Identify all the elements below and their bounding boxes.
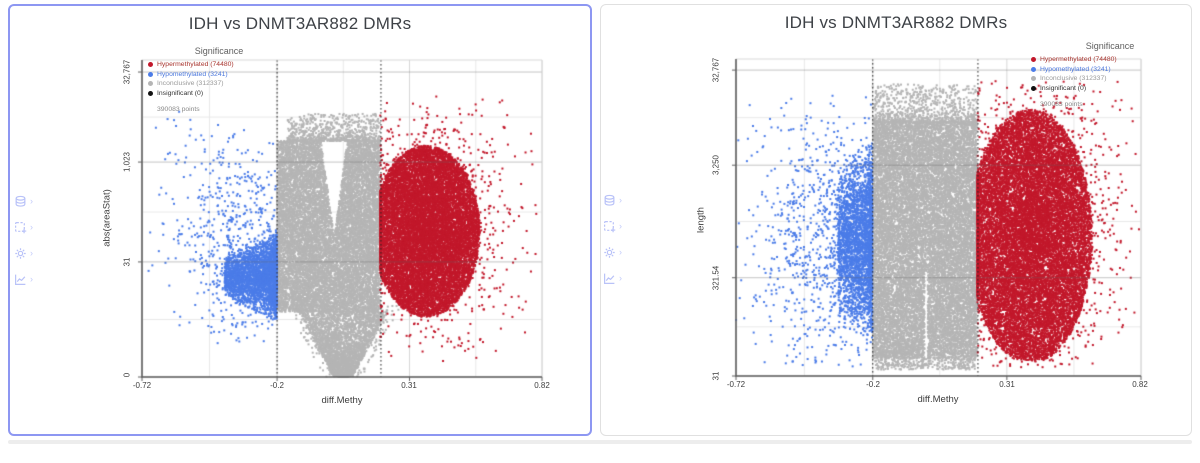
legend-dot (148, 90, 153, 96)
points-count-note: 390083 points (1040, 101, 1083, 108)
page-title: IDH vs DNMT3AR882 DMRs (784, 13, 1008, 32)
legend-entry-hypermethylated[interactable]: Hypermethylated (74480) (1031, 55, 1189, 65)
x-tick-label: 0.82 (534, 381, 550, 390)
chevron-right-icon: › (619, 220, 622, 231)
chart-options-button[interactable]: › (603, 265, 633, 291)
chart-icon (604, 273, 615, 284)
legend-dot (1031, 66, 1036, 72)
points-count-note: 390083 points (157, 106, 200, 113)
y-tick-label: 0 (122, 372, 132, 378)
legend-entry-insignificant[interactable]: Insignificant (0) (1031, 84, 1189, 94)
legend-entry-label: Inconclusive (312337) (1040, 75, 1107, 83)
legend-entry-label: Inconclusive (312337) (157, 80, 224, 88)
select-region-button[interactable]: › (603, 213, 633, 239)
chart-options-button[interactable]: › (14, 266, 44, 292)
x-tick-label: -0.72 (726, 380, 746, 389)
legend: Significance Hypermethylated (74480) Hyp… (1031, 41, 1189, 108)
legend-title: Significance (194, 46, 244, 56)
legend-dot (148, 62, 153, 68)
x-tick-label: -0.72 (132, 381, 152, 390)
scatter-plot-canvas[interactable] (136, 56, 550, 384)
chart-card-right[interactable]: IDH vs DNMT3AR882 DMRs › › › › length 31… (600, 4, 1192, 436)
x-tick-label: -0.2 (866, 380, 880, 389)
x-axis-label: diff.Methy (321, 395, 363, 406)
x-tick-label: 0.31 (401, 381, 417, 390)
chevron-right-icon: › (619, 194, 622, 205)
chevron-right-icon: › (30, 247, 33, 258)
legend-entry-insignificant[interactable]: Insignificant (0) (148, 89, 290, 99)
chevron-right-icon: › (619, 246, 622, 257)
legend-dot (1031, 85, 1036, 91)
page-title: IDH vs DNMT3AR882 DMRs (188, 14, 412, 33)
x-tick-label: 0.82 (1132, 380, 1148, 389)
y-tick-label: 1,023 (122, 151, 132, 173)
legend-entry-label: Hypermethylated (74480) (157, 61, 234, 69)
crop-add-icon (604, 220, 616, 232)
legend: Significance Hypermethylated (74480) Hyp… (148, 46, 290, 113)
y-tick-label: 31 (711, 371, 721, 381)
legend-entry-label: Hypomethylated (3241) (157, 70, 228, 78)
chart-card-left[interactable]: IDH vs DNMT3AR882 DMRs › › › › abs(areaS… (8, 4, 592, 436)
chevron-right-icon: › (30, 273, 33, 284)
y-tick-label: 32,767 (711, 57, 721, 83)
legend-entry-label: Hypermethylated (74480) (1040, 56, 1117, 64)
chart-toolbar: › › › › (603, 187, 633, 291)
legend-dot (1031, 76, 1036, 82)
chart-toolbar: › › › › (14, 188, 44, 292)
settings-button[interactable]: › (603, 239, 633, 265)
legend-title: Significance (1085, 41, 1135, 51)
legend-entry-label: Insignificant (0) (157, 89, 204, 97)
legend-entry-inconclusive[interactable]: Inconclusive (312337) (148, 79, 290, 89)
database-icon (15, 195, 26, 207)
y-tick-label: 31 (122, 257, 132, 267)
y-tick-label: 32,767 (122, 59, 132, 85)
gear-icon (15, 247, 26, 259)
y-axis-label: abs(areaStat) (101, 189, 113, 247)
x-tick-label: -0.2 (270, 381, 284, 390)
legend-entry-label: Hypomethylated (3241) (1040, 65, 1111, 73)
data-layers-button[interactable]: › (603, 187, 633, 213)
select-region-button[interactable]: › (14, 214, 44, 240)
legend-entry-hypomethylated[interactable]: Hypomethylated (3241) (1031, 65, 1189, 75)
scatter-plot-canvas[interactable] (730, 55, 1149, 383)
y-tick-label: 3,250 (711, 154, 721, 176)
legend-dot (148, 71, 153, 77)
legend-entry-label: Insignificant (0) (1040, 84, 1087, 92)
legend-entry-hypomethylated[interactable]: Hypomethylated (3241) (148, 70, 290, 80)
legend-entry-inconclusive[interactable]: Inconclusive (312337) (1031, 74, 1189, 84)
legend-dot (1031, 57, 1036, 63)
chart-icon (15, 274, 26, 285)
gear-icon (604, 246, 615, 258)
chevron-right-icon: › (30, 195, 33, 206)
data-layers-button[interactable]: › (14, 188, 44, 214)
x-tick-label: 0.31 (999, 380, 1015, 389)
crop-add-icon (15, 221, 27, 233)
chevron-right-icon: › (30, 221, 33, 232)
y-tick-label: 321.54 (711, 265, 721, 291)
chevron-right-icon: › (619, 272, 622, 283)
y-axis-label: length (695, 207, 707, 233)
x-axis-label: diff.Methy (917, 394, 959, 405)
horizontal-scrollbar[interactable] (8, 440, 1192, 444)
legend-dot (148, 81, 153, 87)
settings-button[interactable]: › (14, 240, 44, 266)
legend-entry-hypermethylated[interactable]: Hypermethylated (74480) (148, 60, 290, 70)
database-icon (604, 194, 615, 206)
